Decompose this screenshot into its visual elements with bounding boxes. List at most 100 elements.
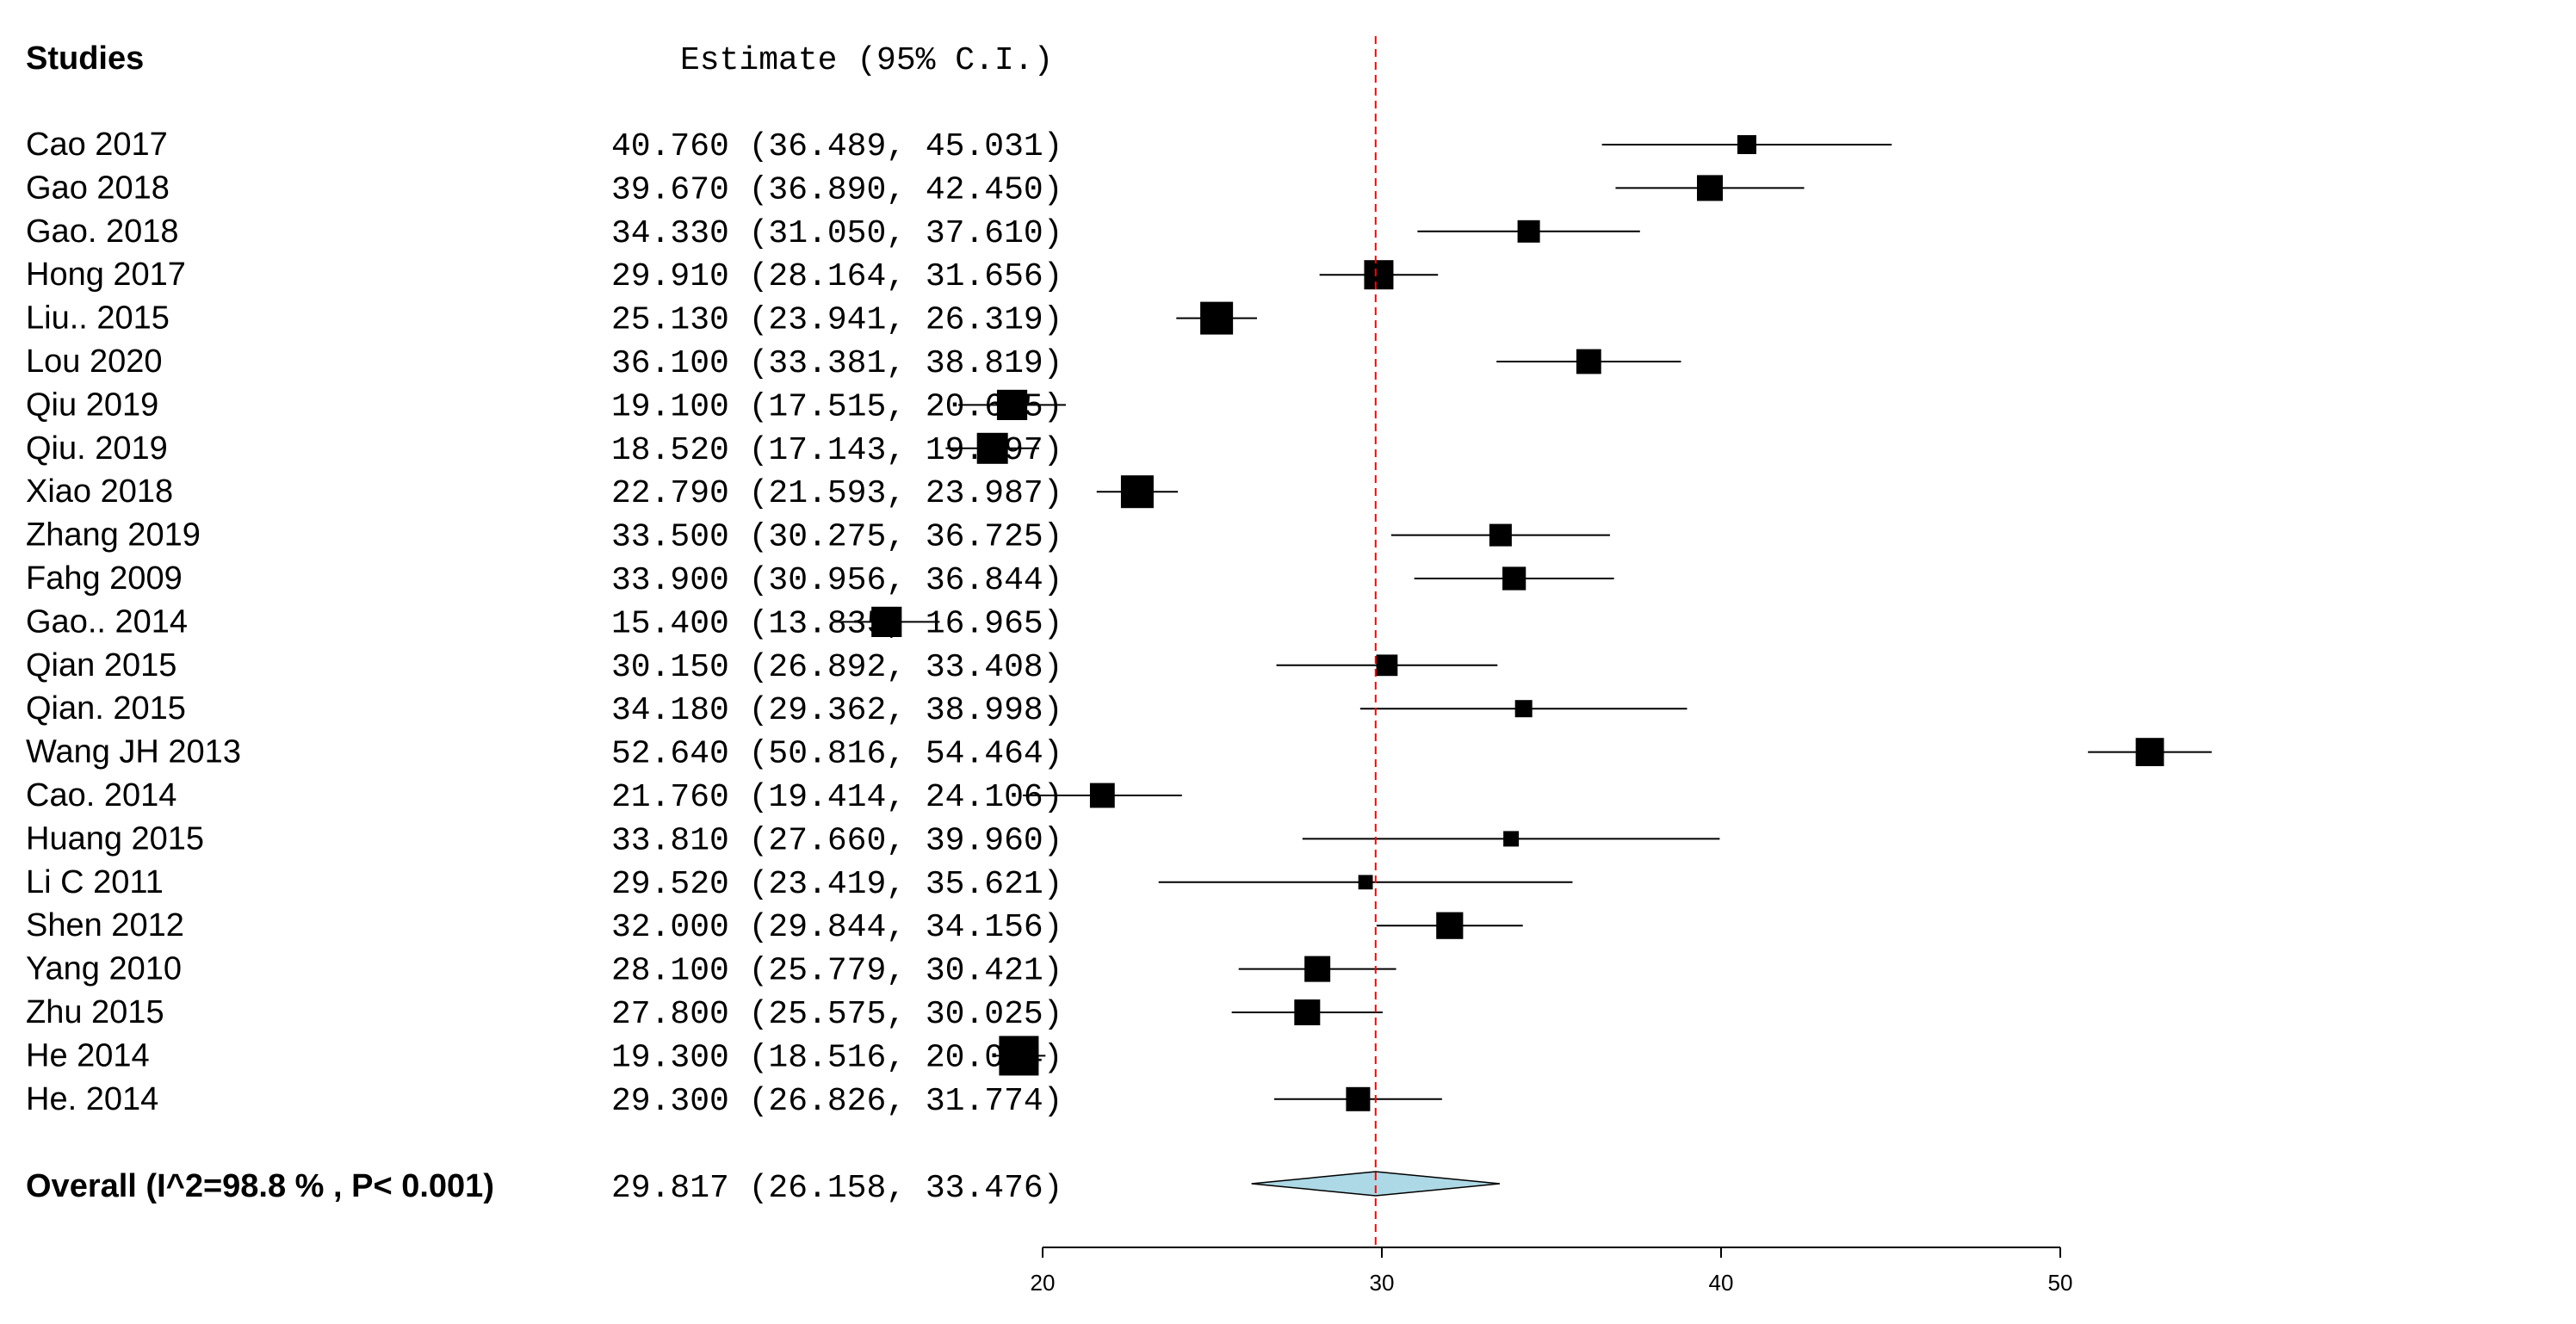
x-tick-label: 30 [1370, 1270, 1395, 1296]
x-axis: 20 30 40 50 [1031, 1247, 2073, 1296]
study-estimate-text: 36.100 (33.381, 38.819) [611, 345, 1063, 382]
study-row: Shen 2012 32.000 (29.844, 34.156) [26, 907, 1523, 946]
study-name: Gao. 2018 [26, 213, 178, 250]
study-name: Gao.. 2014 [26, 603, 188, 640]
estimate-marker [871, 606, 902, 637]
study-row: Qiu. 2019 18.520 (17.143, 19.897) [26, 430, 1063, 469]
study-estimate-text: 29.520 (23.419, 35.621) [611, 866, 1063, 903]
study-name: Li C 2011 [26, 864, 164, 900]
study-row: Gao. 2018 34.330 (31.050, 37.610) [26, 213, 1640, 252]
study-estimate-text: 40.760 (36.489, 45.031) [611, 128, 1063, 165]
study-estimate-text: 22.790 (21.593, 23.987) [611, 475, 1063, 512]
study-estimate-text: 28.100 (25.779, 30.421) [611, 953, 1063, 990]
estimate-marker [1696, 175, 1723, 201]
estimate-marker [2135, 738, 2164, 766]
study-name: Fahg 2009 [26, 560, 183, 597]
study-name: Xiao 2018 [26, 473, 173, 510]
estimate-marker [1304, 956, 1331, 982]
study-row: Gao 2018 39.670 (36.890, 42.450) [26, 170, 1805, 208]
study-estimate-text: 27.800 (25.575, 30.025) [611, 996, 1063, 1033]
study-row: Qian 2015 30.150 (26.892, 33.408) [26, 647, 1498, 686]
x-tick-label: 20 [1031, 1270, 1056, 1296]
estimate-marker [996, 389, 1028, 420]
study-name: He. 2014 [26, 1081, 158, 1117]
x-tick-label: 50 [2048, 1270, 2073, 1296]
study-estimate-text: 30.150 (26.892, 33.408) [611, 649, 1063, 686]
study-name: Cao. 2014 [26, 777, 176, 814]
study-row: Cao. 2014 21.760 (19.414, 24.106) [26, 777, 1182, 816]
study-name: Zhu 2015 [26, 994, 164, 1030]
overall-diamond [1251, 1171, 1501, 1197]
study-name: Hong 2017 [26, 257, 186, 293]
study-row: Liu.. 2015 25.130 (23.941, 26.319) [26, 300, 1257, 339]
study-name: Qiu. 2019 [26, 430, 168, 467]
overall-estimate-text: 29.817 (26.158, 33.476) [611, 1170, 1063, 1207]
study-row: Li C 2011 29.520 (23.419, 35.621) [26, 864, 1573, 903]
study-estimate-text: 32.000 (29.844, 34.156) [611, 909, 1063, 946]
study-row: Cao 2017 40.760 (36.489, 45.031) [26, 127, 1892, 165]
study-estimate-text: 25.130 (23.941, 26.319) [611, 302, 1063, 339]
study-rows: Cao 2017 40.760 (36.489, 45.031) Gao 2018 3… [26, 127, 2212, 1120]
study-name: Shen 2012 [26, 907, 184, 944]
study-row: Yang 2010 28.100 (25.779, 30.421) [26, 951, 1396, 990]
study-row: Qian. 2015 34.180 (29.362, 38.998) [26, 690, 1687, 729]
estimate-marker [1436, 912, 1464, 939]
study-row: Zhu 2015 27.800 (25.575, 30.025) [26, 994, 1383, 1033]
estimate-marker [1737, 135, 1756, 154]
estimate-marker [999, 1036, 1039, 1076]
overall-row: Overall (I^2=98.8 % , P< 0.001) 29.817 (… [26, 1168, 1501, 1207]
estimate-marker [1364, 260, 1394, 290]
study-estimate-text: 34.180 (29.362, 38.998) [611, 692, 1063, 729]
header-estimate: Estimate (95% C.I.) [680, 42, 1053, 79]
study-name: Yang 2010 [26, 951, 182, 987]
study-row: Xiao 2018 22.790 (21.593, 23.987) [26, 473, 1179, 512]
study-name: Qian 2015 [26, 647, 176, 684]
study-row: Wang JH 2013 52.640 (50.816, 54.464) [26, 734, 2212, 773]
study-row: He 2014 19.300 (18.516, 20.084) [26, 1036, 1063, 1076]
estimate-marker [1358, 875, 1373, 890]
study-estimate-text: 52.640 (50.816, 54.464) [611, 736, 1063, 773]
estimate-marker [1489, 523, 1512, 547]
study-row: Hong 2017 29.910 (28.164, 31.656) [26, 257, 1439, 295]
study-row: Fahg 2009 33.900 (30.956, 36.844) [26, 560, 1614, 599]
estimate-marker [1517, 220, 1540, 243]
estimate-marker [1503, 831, 1520, 847]
study-name: Huang 2015 [26, 820, 204, 857]
study-estimate-text: 34.330 (31.050, 37.610) [611, 215, 1063, 252]
study-row: Gao.. 2014 15.400 (13.835, 16.965) [26, 603, 1063, 642]
estimate-marker [1514, 700, 1533, 718]
study-row: Huang 2015 33.810 (27.660, 39.960) [26, 820, 1720, 859]
study-name: He 2014 [26, 1037, 150, 1073]
x-tick-label: 40 [1709, 1270, 1734, 1296]
study-estimate-text: 19.100 (17.515, 20.685) [611, 388, 1063, 425]
estimate-marker [976, 432, 1008, 464]
study-name: Cao 2017 [26, 127, 168, 163]
estimate-marker [1120, 475, 1154, 509]
study-estimate-text: 33.500 (30.275, 36.725) [611, 519, 1063, 556]
estimate-marker [1502, 566, 1526, 591]
study-name: Zhang 2019 [26, 517, 201, 554]
overall-label: Overall (I^2=98.8 % , P< 0.001) [26, 1168, 494, 1204]
study-estimate-text: 15.400 (13.835, 16.965) [611, 605, 1063, 642]
study-row: He. 2014 29.300 (26.826, 31.774) [26, 1081, 1442, 1120]
study-name: Lou 2020 [26, 343, 163, 380]
study-estimate-text: 29.910 (28.164, 31.656) [611, 258, 1063, 295]
study-estimate-text: 39.670 (36.890, 42.450) [611, 171, 1063, 208]
study-estimate-text: 33.900 (30.956, 36.844) [611, 562, 1063, 599]
study-row: Zhang 2019 33.500 (30.275, 36.725) [26, 517, 1610, 556]
estimate-marker [1576, 349, 1601, 374]
study-estimate-text: 29.300 (26.826, 31.774) [611, 1083, 1063, 1120]
study-name: Qian. 2015 [26, 690, 186, 727]
estimate-marker [1200, 301, 1234, 335]
study-row: Qiu 2019 19.100 (17.515, 20.685) [26, 387, 1066, 425]
study-name: Wang JH 2013 [26, 734, 241, 770]
estimate-marker [1294, 999, 1321, 1025]
estimate-marker [1346, 1086, 1371, 1111]
estimate-marker [1376, 654, 1398, 677]
study-name: Qiu 2019 [26, 387, 158, 423]
header-studies: Studies [26, 40, 144, 77]
estimate-marker [1089, 783, 1115, 808]
study-row: Lou 2020 36.100 (33.381, 38.819) [26, 343, 1681, 382]
study-name: Gao 2018 [26, 170, 170, 206]
